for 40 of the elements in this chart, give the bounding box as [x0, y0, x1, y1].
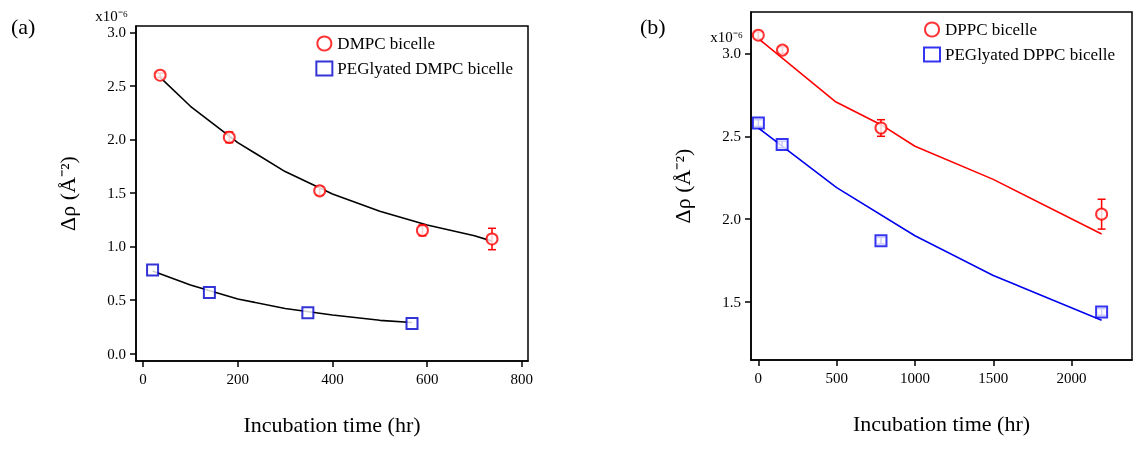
x-tick-label: 1000 — [899, 369, 930, 386]
x-axis-title: Incubation time (hr) — [852, 410, 1031, 436]
y-tick-label: 2.5 — [722, 128, 741, 145]
x-tick-label: 0 — [754, 369, 763, 386]
point — [301, 306, 315, 320]
legend-label: DPPC bicelle — [945, 20, 1038, 39]
x-tick-label: 200 — [226, 370, 250, 387]
point — [146, 263, 160, 277]
point — [153, 68, 167, 82]
y-tick-label: 0.0 — [107, 345, 126, 362]
y-axis-title: Δρ (Å⁻²) — [669, 148, 695, 224]
x-tick-label: 2000 — [1056, 369, 1087, 386]
y-tick-label: 2.0 — [722, 211, 741, 228]
text: x10⁻⁶ — [710, 28, 743, 45]
point — [1095, 207, 1109, 221]
x-tick-label: 400 — [321, 370, 344, 387]
x-tick-label: 0 — [139, 370, 147, 387]
y-tick-label: 2.5 — [107, 77, 126, 94]
chart-title: (a) — [11, 13, 36, 39]
y-tick-label: 0.5 — [107, 291, 126, 308]
x-axis-title: Incubation time (hr) — [243, 411, 421, 437]
point — [202, 286, 216, 299]
legend-label: PEGlyated DMPC bicelle — [337, 59, 514, 78]
y-tick-label: 1.5 — [107, 184, 126, 201]
chart-title: (b) — [640, 13, 666, 39]
y-axis-title: Δρ (Å⁻²) — [54, 156, 80, 231]
y-tick-label: 3.0 — [722, 45, 741, 62]
text: x10⁻⁶ — [95, 7, 128, 24]
y-tick-label: 1.5 — [722, 294, 741, 310]
legend-label: DMPC bicelle — [337, 34, 436, 53]
y-tick-label: 3.0 — [107, 24, 126, 41]
x-tick-label: 800 — [510, 370, 534, 387]
legend-label: PEGlyated DPPC bicelle — [945, 45, 1115, 64]
x-tick-label: 1500 — [978, 369, 1009, 386]
y-tick-label: 1.0 — [107, 238, 126, 255]
x-tick-label: 500 — [825, 369, 848, 386]
y-tick-label: 2.0 — [107, 131, 126, 148]
point — [405, 317, 419, 331]
x-tick-label: 600 — [415, 370, 439, 387]
point — [485, 232, 499, 246]
